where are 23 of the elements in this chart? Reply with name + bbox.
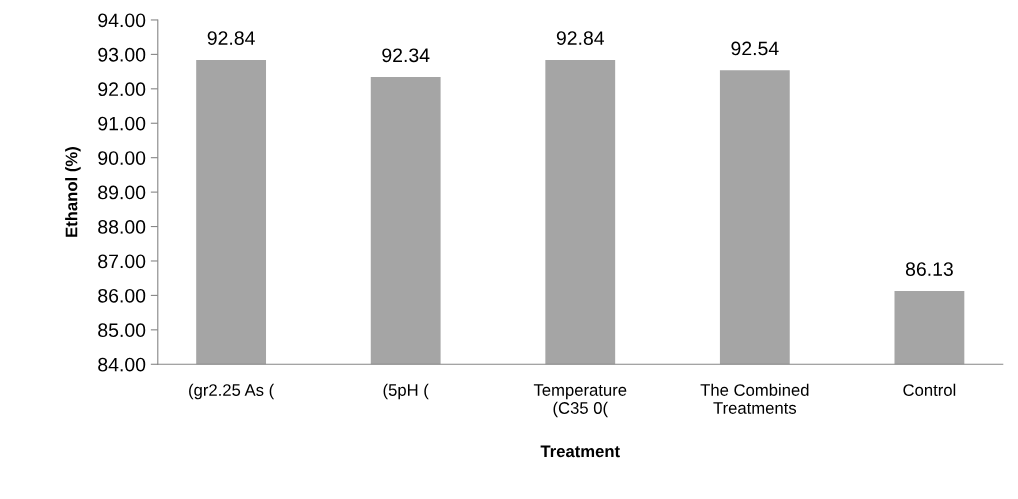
x-tick-label: (gr2.25 As ( <box>189 383 275 400</box>
data-label: 92.34 <box>382 48 430 63</box>
x-tick-label: Control <box>903 383 956 396</box>
y-tick-label: 91.00 <box>98 116 146 131</box>
data-label: 92.84 <box>207 31 255 45</box>
x-tick-label: Temperature (C35 0( <box>533 384 627 418</box>
x-tick-label: (5pH ( <box>383 383 429 400</box>
x-tick-label: The Combined Treatments <box>700 383 809 414</box>
y-tick-label: 93.00 <box>98 47 146 62</box>
x-axis-title: Treatment <box>540 445 620 458</box>
y-tick-label: 88.00 <box>98 220 146 234</box>
y-tick-label: 89.00 <box>98 185 146 200</box>
y-tick-label: 94.00 <box>98 13 146 28</box>
data-label: 86.13 <box>905 262 953 276</box>
y-axis-title: Ethanol (%) <box>65 147 81 237</box>
y-tick-label: 90.00 <box>98 151 146 165</box>
data-label: 92.54 <box>731 41 779 56</box>
data-label: 92.84 <box>556 31 605 45</box>
y-tick-label: 86.00 <box>98 288 146 303</box>
y-tick-label: 92.00 <box>98 82 146 97</box>
y-tick-label: 84.00 <box>98 357 146 372</box>
y-tick-label: 87.00 <box>98 254 146 269</box>
y-tick-label: 85.00 <box>98 323 146 338</box>
